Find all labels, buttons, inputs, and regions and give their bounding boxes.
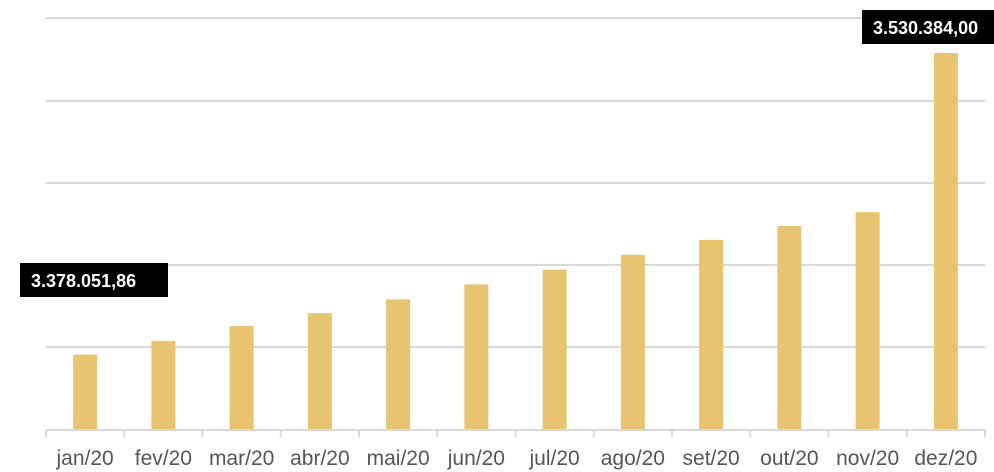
- data-label-dez-20: 3.530.384,00: [862, 10, 994, 44]
- x-tick-label: jan/20: [56, 447, 114, 470]
- bar-fev-20: [151, 340, 176, 430]
- bar-jul-20: [542, 269, 567, 430]
- bar-mai-20: [386, 299, 411, 430]
- data-label-box: [20, 263, 168, 297]
- x-tick-labels: jan/20 fev/20 mar/20 abr/20 mai/20 jun/20 jul/…: [56, 447, 978, 470]
- data-label-text: 3.530.384,00: [873, 18, 978, 38]
- data-label-box: [862, 10, 994, 44]
- x-tick-label: fev/20: [135, 447, 192, 470]
- x-tick-label: dez/20: [914, 447, 977, 470]
- data-label-text: 3.378.051,86: [31, 271, 136, 291]
- bar-jan-20: [73, 354, 98, 430]
- bar-mar-20: [229, 326, 254, 430]
- x-tick-label: set/20: [683, 447, 740, 470]
- bars: [73, 53, 958, 430]
- x-axis: [45, 429, 986, 437]
- x-tick-label: out/20: [760, 447, 818, 470]
- bar-set-20: [699, 239, 724, 430]
- bar-dez-20: [933, 53, 958, 430]
- bar-ago-20: [620, 254, 645, 430]
- bar-nov-20: [855, 212, 880, 430]
- x-tick-label: jul/20: [529, 447, 580, 470]
- gridlines: [46, 17, 985, 348]
- bar-jun-20: [464, 284, 489, 430]
- x-tick-label: ago/20: [601, 447, 665, 470]
- bar-abr-20: [307, 313, 332, 430]
- x-tick-label: nov/20: [836, 447, 899, 470]
- x-tick-label: mai/20: [367, 447, 430, 470]
- data-labels: 3.378.051,86 3.530.384,00: [20, 10, 994, 297]
- bar-out-20: [777, 226, 802, 430]
- x-tick-label: jun/20: [447, 447, 505, 470]
- x-tick-label: mar/20: [209, 447, 274, 470]
- data-label-jan-20: 3.378.051,86: [20, 263, 168, 297]
- x-tick-label: abr/20: [290, 447, 350, 470]
